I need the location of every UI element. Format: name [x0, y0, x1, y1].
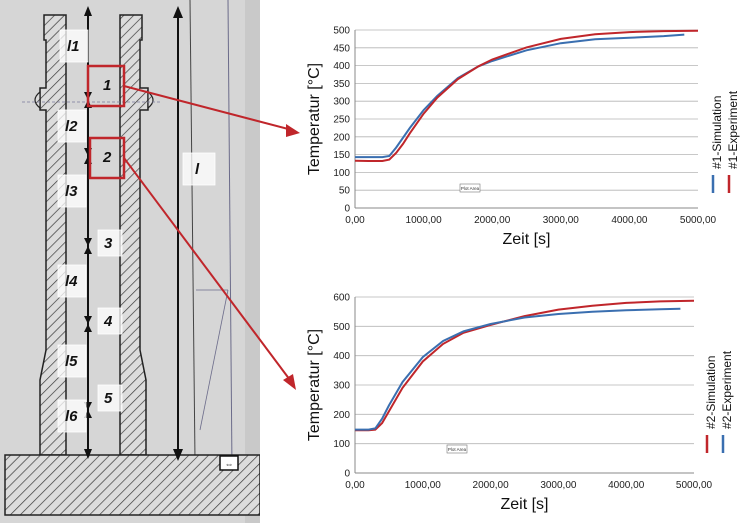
label-3: 3 — [104, 235, 113, 252]
series-line--2-simulation — [355, 299, 695, 432]
x-tick-label: 3000,00 — [543, 215, 580, 226]
label-1: 1 — [103, 77, 111, 94]
legend-label: #2-Experiment — [720, 350, 734, 429]
x-axis-title: Zeit [s] — [502, 231, 550, 248]
x-tick-label: 1000,00 — [406, 215, 443, 226]
mould-cross-section-photo: ⇔ l1 l2 l3 l4 l5 l6 1 2 3 4 — [0, 0, 260, 523]
x-axis-title: Zeit [s] — [500, 496, 548, 513]
x-tick-label: 3000,00 — [540, 480, 577, 491]
label-5: 5 — [104, 390, 113, 407]
y-tick-label: 350 — [333, 79, 350, 90]
label-4: 4 — [103, 313, 113, 330]
y-tick-label: 250 — [333, 115, 350, 126]
y-tick-label: 300 — [333, 97, 350, 108]
y-tick-label: 450 — [333, 43, 350, 54]
series-line--2-experiment — [355, 307, 681, 431]
legend-label: #2-Simulation — [704, 356, 718, 429]
label-l4: l4 — [65, 273, 78, 290]
legend-label: #1-Experiment — [726, 90, 740, 169]
y-tick-label: 0 — [344, 204, 350, 215]
x-tick-label: 4000,00 — [608, 480, 645, 491]
x-tick-label: 0,00 — [345, 215, 365, 226]
y-tick-label: 0 — [344, 469, 350, 480]
y-tick-label: 200 — [333, 132, 350, 143]
plot-area-annotation: Plot Area — [446, 444, 468, 454]
y-axis-title: Temperatur [°C] — [306, 63, 323, 175]
y-tick-label: 150 — [333, 150, 350, 161]
series-line--1-experiment — [354, 29, 699, 162]
x-tick-label: 2000,00 — [474, 215, 511, 226]
y-tick-label: 600 — [333, 293, 350, 304]
x-tick-label: 5000,00 — [680, 215, 717, 226]
legend-label: #1-Simulation — [710, 96, 724, 169]
y-tick-label: 400 — [333, 61, 350, 72]
x-tick-label: 4000,00 — [611, 215, 648, 226]
y-tick-label: 100 — [333, 168, 350, 179]
label-l3: l3 — [65, 183, 78, 200]
label-l6: l6 — [65, 408, 78, 425]
x-tick-label: 1000,00 — [405, 480, 442, 491]
y-axis-title: Temperatur [°C] — [306, 329, 323, 441]
x-tick-label: 5000,00 — [676, 480, 713, 491]
svg-text:⇔: ⇔ — [225, 459, 234, 469]
y-tick-label: 50 — [339, 186, 351, 197]
y-tick-label: 300 — [333, 381, 350, 392]
x-tick-label: 2000,00 — [473, 480, 510, 491]
y-tick-label: 500 — [333, 322, 350, 333]
svg-text:Plot Area: Plot Area — [448, 447, 467, 452]
svg-text:Plot Area: Plot Area — [461, 186, 480, 191]
y-tick-label: 500 — [333, 26, 350, 37]
y-tick-label: 100 — [333, 439, 350, 450]
plot-area-annotation: Plot Area — [459, 183, 481, 193]
label-2: 2 — [102, 149, 112, 166]
x-tick-label: 0,00 — [345, 480, 365, 491]
series-line--1-simulation — [355, 33, 685, 159]
label-l5: l5 — [65, 353, 78, 370]
label-l1: l1 — [67, 38, 80, 55]
y-tick-label: 400 — [333, 351, 350, 362]
y-tick-label: 200 — [333, 410, 350, 421]
label-l2: l2 — [65, 118, 78, 135]
chart-2: 0 100 200 300 400 500 600 0,00 1000,00 2000,00 300… — [306, 293, 734, 514]
